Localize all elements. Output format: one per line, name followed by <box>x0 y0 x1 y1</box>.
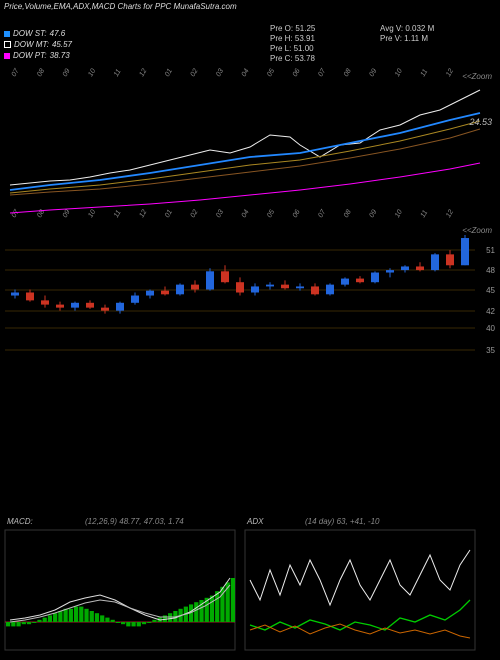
svg-text:(12,26,9) 48.77, 47.03, 1.74: (12,26,9) 48.77, 47.03, 1.74 <box>85 517 184 526</box>
svg-text:12: 12 <box>138 209 148 219</box>
svg-text:40: 40 <box>486 324 495 333</box>
svg-text:02: 02 <box>190 209 200 219</box>
svg-text:07: 07 <box>317 67 328 78</box>
svg-text:09: 09 <box>368 209 378 219</box>
svg-text:MACD:: MACD: <box>7 517 33 526</box>
svg-text:11: 11 <box>420 209 430 219</box>
svg-text:06: 06 <box>292 209 302 219</box>
svg-text:06: 06 <box>292 68 302 78</box>
svg-text:51: 51 <box>486 246 495 255</box>
svg-text:11: 11 <box>420 68 430 78</box>
svg-text:ADX: ADX <box>246 517 264 526</box>
svg-text:<<Zoom: <<Zoom <box>462 226 492 235</box>
svg-text:01: 01 <box>164 209 174 219</box>
svg-text:01: 01 <box>164 68 174 78</box>
svg-text:08: 08 <box>343 209 353 219</box>
svg-text:12: 12 <box>445 209 455 219</box>
svg-text:03: 03 <box>215 68 225 78</box>
svg-text:45: 45 <box>486 286 495 295</box>
svg-text:35: 35 <box>486 346 495 355</box>
svg-text:02: 02 <box>190 68 200 78</box>
svg-text:11: 11 <box>113 68 123 78</box>
chart-svg: 07 08 09 10 11 12 01 02 03 04 05 06 07 08 09 10 11 12 <<Zo… <box>0 0 500 660</box>
svg-text:10: 10 <box>394 68 404 78</box>
svg-text:08: 08 <box>343 68 353 78</box>
svg-text:(14 day) 63, +41, -10: (14 day) 63, +41, -10 <box>305 517 380 526</box>
svg-text:07: 07 <box>11 208 22 219</box>
svg-text:08: 08 <box>36 68 46 78</box>
svg-text:10: 10 <box>87 68 97 78</box>
svg-text:48: 48 <box>486 266 495 275</box>
svg-text:09: 09 <box>62 68 72 78</box>
svg-text:04: 04 <box>241 209 251 219</box>
svg-text:09: 09 <box>62 209 72 219</box>
svg-text:04: 04 <box>241 68 251 78</box>
svg-text:10: 10 <box>394 209 404 219</box>
svg-text:24.53: 24.53 <box>468 117 492 127</box>
svg-text:07: 07 <box>317 208 328 219</box>
svg-text:03: 03 <box>215 209 225 219</box>
svg-text:09: 09 <box>368 68 378 78</box>
svg-text:05: 05 <box>266 68 276 78</box>
svg-text:07: 07 <box>11 67 22 78</box>
svg-text:12: 12 <box>138 68 148 78</box>
svg-text:42: 42 <box>486 307 495 316</box>
svg-text:10: 10 <box>87 209 97 219</box>
svg-text:11: 11 <box>113 209 123 219</box>
chart-container: Price,Volume,EMA,ADX,MACD Charts for PPC… <box>0 0 500 660</box>
svg-text:12: 12 <box>445 68 455 78</box>
svg-text:05: 05 <box>266 209 276 219</box>
svg-text:<<Zoom: <<Zoom <box>462 72 492 81</box>
